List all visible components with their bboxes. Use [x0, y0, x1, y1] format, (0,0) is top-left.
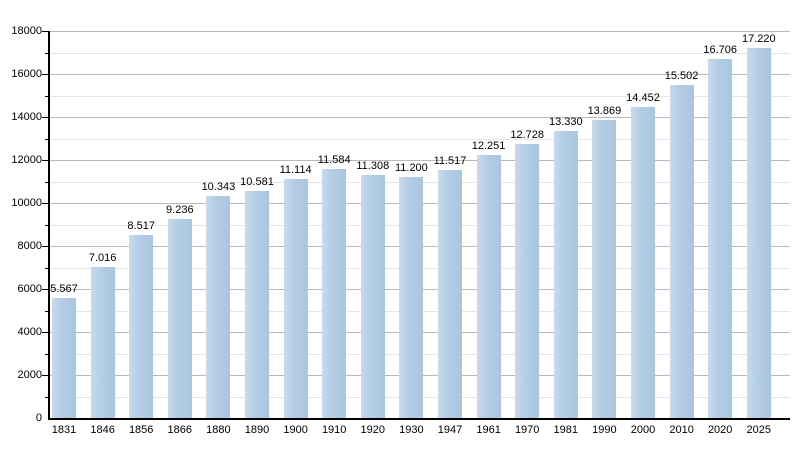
x-tick-label: 1880	[206, 424, 231, 436]
bar-value-label: 16.706	[703, 44, 738, 56]
bar-1990	[592, 120, 617, 418]
y-axis-tick	[45, 181, 48, 183]
bar-1920	[360, 175, 385, 418]
x-tick-label: 1981	[553, 424, 579, 436]
gridline-major	[50, 74, 790, 75]
x-tick-label: 2025	[746, 424, 772, 436]
bar-value-label: 14.452	[626, 92, 660, 104]
y-tick-label: 10000	[11, 197, 42, 209]
plot-area: 5.567 1831 7.016 1846 8.517 1856 9.236 1866 10.3…	[42, 31, 790, 436]
bar-2025	[746, 48, 771, 418]
y-axis-tick	[42, 246, 48, 247]
x-tick-label: 1920	[360, 424, 386, 436]
bar-value-label: 11.200	[394, 162, 428, 174]
y-axis-tick	[42, 74, 48, 75]
bar-1981	[553, 131, 578, 418]
gridline-major	[50, 117, 790, 118]
bar-1831	[52, 298, 76, 418]
x-tick-label: 1846	[90, 424, 115, 436]
bar-value-label: 12.728	[510, 129, 545, 141]
y-axis-tick	[42, 203, 48, 204]
x-tick-label: 2000	[630, 424, 656, 436]
y-axis-tick	[45, 310, 48, 312]
bar-1970	[515, 144, 540, 418]
x-tick-label: 2020	[707, 424, 733, 436]
y-axis-tick	[45, 267, 48, 269]
y-axis-tick	[42, 160, 48, 161]
gridline-major	[50, 160, 790, 161]
bar-value-label: 8.517	[127, 220, 155, 232]
bar-value-label: 11.584	[317, 154, 351, 166]
bar-value-label: 5.567	[50, 283, 78, 295]
y-tick-label: 4000	[17, 326, 42, 338]
bar-value-label: 9.236	[166, 204, 194, 216]
y-tick-label: 12000	[11, 154, 42, 166]
bar-1900	[283, 179, 308, 418]
gridline-minor	[50, 95, 790, 97]
x-tick-label: 1866	[167, 424, 193, 436]
gridline-minor	[50, 52, 790, 54]
y-tick-label: 6000	[17, 283, 42, 295]
y-tick-label: 2000	[17, 369, 42, 381]
gridline-minor	[50, 138, 790, 140]
bar-value-label: 10.343	[201, 181, 236, 193]
y-axis-tick	[42, 31, 48, 32]
bar-1910	[322, 169, 347, 418]
bar-value-label: 7.016	[88, 252, 117, 264]
gridline-major	[50, 31, 790, 32]
y-axis-tick	[45, 353, 48, 355]
x-tick-label: 1856	[128, 424, 154, 436]
y-axis-tick	[45, 52, 48, 54]
y-tick-label: 8000	[17, 240, 42, 252]
x-tick-label: 1890	[244, 424, 270, 436]
bar-1930	[399, 177, 424, 418]
bar-1866	[167, 219, 192, 418]
bar-value-label: 12.251	[471, 140, 506, 152]
x-tick-label: 1910	[321, 424, 347, 436]
y-tick-label: 18000	[11, 25, 42, 37]
x-tick-label: 1961	[476, 424, 501, 436]
bar-1890	[245, 191, 269, 418]
x-tick-label: 1970	[514, 424, 540, 436]
y-axis-tick	[45, 396, 48, 398]
y-axis-tick	[42, 289, 48, 290]
bar-2000	[631, 107, 655, 418]
y-tick-label: 14000	[11, 111, 42, 123]
bar-1961	[476, 155, 501, 418]
bar-2010	[669, 85, 694, 418]
x-tick-label: 1947	[437, 424, 463, 436]
x-tick-label: 2010	[669, 424, 694, 436]
bar-value-label: 13.869	[587, 105, 622, 117]
y-axis-tick	[45, 138, 48, 140]
bar-value-label: 11.114	[279, 164, 312, 176]
bar-1846	[90, 267, 115, 418]
y-tick-label: 16000	[11, 68, 42, 80]
bar-1856	[129, 235, 154, 418]
x-tick-label: 1990	[592, 424, 617, 436]
bar-value-label: 11.308	[356, 160, 390, 172]
bar-value-label: 10.581	[240, 176, 274, 188]
bar-value-label: 13.330	[548, 116, 583, 128]
bar-value-label: 15.502	[664, 70, 699, 82]
bar-value-label: 11.517	[433, 155, 467, 167]
y-axis-tick	[42, 375, 48, 376]
bar-2020	[708, 59, 733, 418]
bar-value-label: 17.220	[741, 33, 776, 45]
y-axis-tick	[45, 95, 48, 97]
y-axis-tick	[42, 117, 48, 118]
y-axis-tick	[45, 224, 48, 226]
x-tick-label: 1831	[51, 424, 77, 436]
bar-1880	[206, 196, 231, 418]
bar-1947	[438, 170, 462, 418]
x-tick-label: 1930	[399, 424, 424, 436]
x-tick-label: 1900	[283, 424, 308, 436]
y-tick-label: 0	[35, 412, 42, 424]
y-axis-tick	[42, 332, 48, 333]
